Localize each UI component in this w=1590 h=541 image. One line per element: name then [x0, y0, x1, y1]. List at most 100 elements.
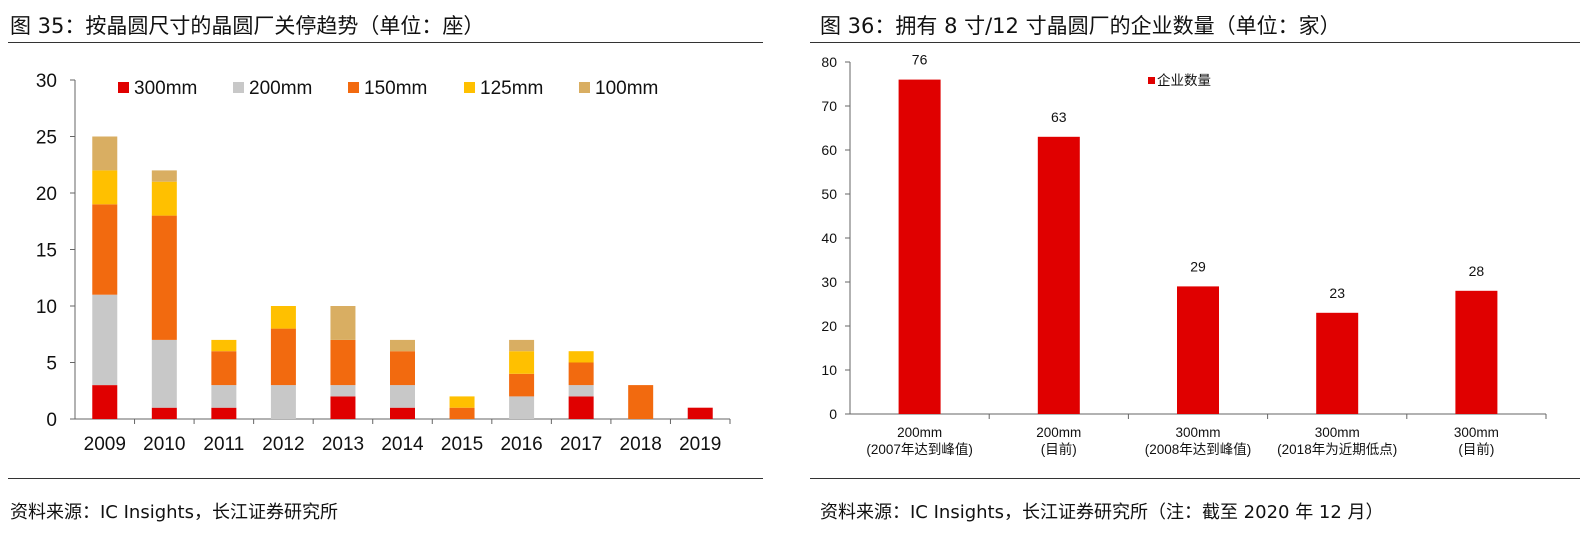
- legend-label: 200mm: [249, 78, 312, 99]
- bar-segment-150mm-2009: [92, 204, 118, 295]
- x-tick-label: 2017: [560, 434, 602, 455]
- y-tick-label: 70: [821, 98, 837, 114]
- bar-segment-150mm-2013: [330, 339, 356, 386]
- bar-segment-300mm-2017: [568, 396, 594, 419]
- legend-swatch-100mm: [579, 82, 590, 93]
- data-label: 23: [1329, 285, 1345, 301]
- figure-36-panel: 图 36：拥有 8 寸/12 寸晶圆厂的企业数量（单位：家） 0 10 20 30 40…: [810, 0, 1590, 541]
- legend-label: 300mm: [134, 78, 197, 99]
- y-tick-label: 50: [821, 186, 837, 202]
- legend-label: 125mm: [480, 78, 543, 99]
- data-label: 28: [1469, 263, 1485, 279]
- bar-segment-200mm-2009: [92, 294, 118, 386]
- x-tick-label: 2011: [203, 434, 244, 455]
- x-tick-label: 300mm: [1454, 425, 1499, 440]
- x-tick-label: (2008年达到峰值): [1145, 442, 1252, 457]
- bar-segment-150mm-2017: [568, 362, 594, 386]
- bar-segment-150mm-2012: [270, 328, 296, 386]
- bar-segment-200mm-2013: [330, 385, 356, 397]
- bar-segment-150mm-2010: [151, 215, 177, 340]
- x-tick-label: (2018年为近期低点): [1277, 442, 1397, 457]
- figure-35-stacked-bar-chart: 0 5 10 15 20 25 30 2009 2010 2011 2012 2013 2014 2015…: [36, 71, 731, 455]
- x-tick-label: 200mm: [897, 425, 942, 440]
- figure-35-source: 资料来源：IC Insights，长江证券研究所: [10, 502, 338, 523]
- y-tick-label: 20: [36, 184, 57, 205]
- bar-200mm(目前): [1037, 136, 1080, 415]
- bar-segment-300mm-2011: [211, 407, 237, 419]
- x-tick-label: 2012: [262, 434, 304, 455]
- bar-segment-100mm-2014: [390, 339, 415, 352]
- bar-segment-150mm-2014: [390, 351, 415, 386]
- x-tick-label: (2007年达到峰值): [866, 442, 973, 457]
- y-tick-label: 30: [36, 71, 57, 92]
- bar-segment-300mm-2009: [92, 385, 118, 419]
- bar-segment-200mm-2011: [211, 385, 237, 408]
- bar-segment-125mm-2009: [92, 170, 118, 205]
- data-label: 63: [1051, 109, 1067, 125]
- legend-swatch-企业数量: [1148, 77, 1155, 84]
- x-tick-label: 2014: [381, 434, 424, 455]
- figure-35-bottom-rule: [8, 478, 763, 479]
- bar-segment-300mm-2010: [151, 407, 177, 419]
- figure-36-top-rule: [810, 42, 1580, 43]
- legend-swatch-200mm: [233, 82, 244, 93]
- bar-segment-200mm-2012: [270, 385, 296, 419]
- y-tick-label: 60: [821, 142, 837, 158]
- x-tick-label: (目前): [1458, 441, 1494, 457]
- y-tick-label: 80: [821, 54, 837, 70]
- bar-segment-100mm-2013: [330, 306, 356, 340]
- bar-segment-150mm-2011: [211, 351, 237, 386]
- bar-segment-125mm-2012: [270, 306, 296, 329]
- y-tick-label: 25: [36, 128, 57, 149]
- figure-36-bottom-rule: [810, 478, 1580, 479]
- legend-swatch-300mm: [118, 82, 129, 93]
- bar-segment-125mm-2015: [449, 396, 475, 408]
- x-tick-label: 2010: [143, 434, 185, 455]
- y-tick-label: 0: [829, 406, 837, 422]
- bar-segment-300mm-2014: [390, 407, 415, 419]
- figure-36-title: 图 36：拥有 8 寸/12 寸晶圆厂的企业数量（单位：家）: [820, 14, 1341, 38]
- x-tick-label: 300mm: [1175, 425, 1220, 440]
- figure-35-title: 图 35：按晶圆尺寸的晶圆厂关停趋势（单位：座）: [10, 14, 485, 38]
- figure-36-bar-chart: 0 10 20 30 40 50 60 70 80 76 200mm (2007年达到峰值) 63 200…: [821, 52, 1547, 457]
- bar-200mm(2007年达到峰值): [898, 79, 941, 414]
- y-tick-label: 20: [821, 318, 837, 334]
- figure-35-top-rule: [8, 42, 763, 43]
- bar-segment-150mm-2018: [628, 385, 654, 419]
- x-tick-label: 300mm: [1315, 425, 1360, 440]
- bar-segment-100mm-2016: [509, 339, 535, 352]
- legend-label: 企业数量: [1157, 72, 1211, 88]
- bar-300mm(目前): [1455, 290, 1498, 414]
- bar-300mm(2018年为近期低点): [1316, 312, 1359, 414]
- x-tick-label: (目前): [1041, 441, 1077, 457]
- x-tick-label: 2016: [500, 434, 542, 455]
- bar-segment-150mm-2015: [449, 407, 475, 419]
- data-label: 76: [912, 52, 928, 68]
- bar-segment-150mm-2016: [509, 373, 535, 397]
- x-tick-label: 200mm: [1036, 425, 1081, 440]
- bar-segment-125mm-2011: [211, 339, 237, 352]
- x-tick-label: 2018: [620, 434, 662, 455]
- bar-segment-125mm-2016: [509, 351, 535, 374]
- legend-label: 100mm: [595, 78, 658, 99]
- figure-35-panel: 图 35：按晶圆尺寸的晶圆厂关停趋势（单位：座） 0 5 10 15 20 25 30 200…: [0, 0, 790, 541]
- bar-segment-200mm-2010: [151, 339, 177, 408]
- y-tick-label: 10: [36, 297, 57, 318]
- bar-segment-200mm-2016: [509, 396, 535, 419]
- x-tick-label: 2019: [679, 434, 721, 455]
- x-tick-label: 2015: [441, 434, 483, 455]
- bar-segment-100mm-2010: [151, 170, 177, 182]
- y-tick-label: 15: [36, 241, 57, 262]
- bar-segment-200mm-2017: [568, 385, 594, 397]
- data-label: 29: [1190, 258, 1206, 274]
- x-tick-label: 2013: [322, 434, 364, 455]
- legend-label: 150mm: [364, 78, 427, 99]
- y-tick-label: 40: [821, 230, 837, 246]
- legend-swatch-150mm: [348, 82, 359, 93]
- y-tick-label: 0: [46, 410, 57, 431]
- bar-segment-300mm-2019: [687, 407, 713, 419]
- y-tick-label: 30: [821, 274, 837, 290]
- x-tick-label: 2009: [84, 434, 126, 455]
- bar-segment-125mm-2017: [568, 351, 594, 363]
- bar-segment-300mm-2013: [330, 396, 356, 419]
